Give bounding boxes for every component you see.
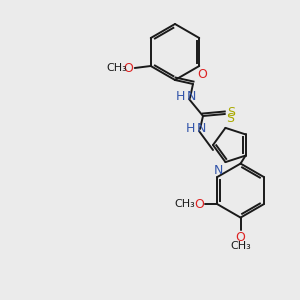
Text: N: N [214, 164, 224, 177]
Text: O: O [197, 68, 207, 81]
Text: S: S [226, 112, 234, 125]
Text: H: H [176, 91, 185, 103]
Text: CH₃: CH₃ [106, 63, 127, 73]
Text: S: S [227, 106, 235, 118]
Text: N: N [187, 91, 196, 103]
Text: H: H [186, 122, 195, 136]
Text: N: N [197, 122, 206, 136]
Text: O: O [194, 198, 204, 211]
Text: CH₃: CH₃ [174, 199, 195, 209]
Text: O: O [123, 61, 133, 74]
Text: O: O [236, 231, 245, 244]
Text: CH₃: CH₃ [230, 241, 251, 250]
